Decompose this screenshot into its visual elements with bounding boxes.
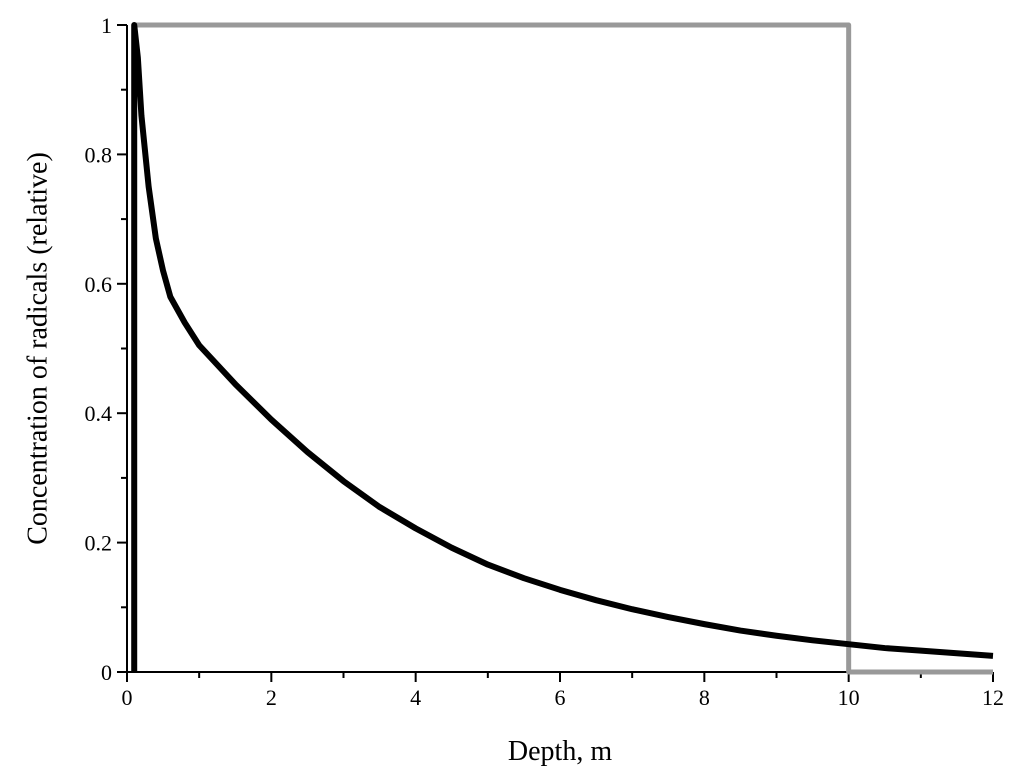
series-line-0 xyxy=(131,22,994,672)
axes xyxy=(126,25,993,673)
y-axis-title: Concentration of radicals (relative) xyxy=(22,152,53,545)
x-tick-label: 0 xyxy=(122,685,133,710)
x-tick-label: 10 xyxy=(838,685,860,710)
x-tick-label: 2 xyxy=(266,685,277,710)
x-tick-label: 6 xyxy=(555,685,566,710)
x-tick-label: 8 xyxy=(699,685,710,710)
y-tick-label: 0 xyxy=(101,660,112,685)
y-tick-label: 0.2 xyxy=(85,531,113,556)
y-tick-label: 0.4 xyxy=(85,401,113,426)
x-tick-label: 4 xyxy=(410,685,421,710)
series-line-1 xyxy=(131,22,993,675)
x-axis-title: Depth, m xyxy=(508,736,612,767)
y-tick-label: 1 xyxy=(101,13,112,38)
y-tick-label: 0.6 xyxy=(85,272,113,297)
series xyxy=(131,22,994,675)
ticks: 0 2 4 6 8 10 12 0 0.2 0.4 0.6 0.8 1 xyxy=(85,13,1005,710)
y-tick-label: 0.8 xyxy=(85,142,113,167)
x-tick-label: 12 xyxy=(982,685,1004,710)
